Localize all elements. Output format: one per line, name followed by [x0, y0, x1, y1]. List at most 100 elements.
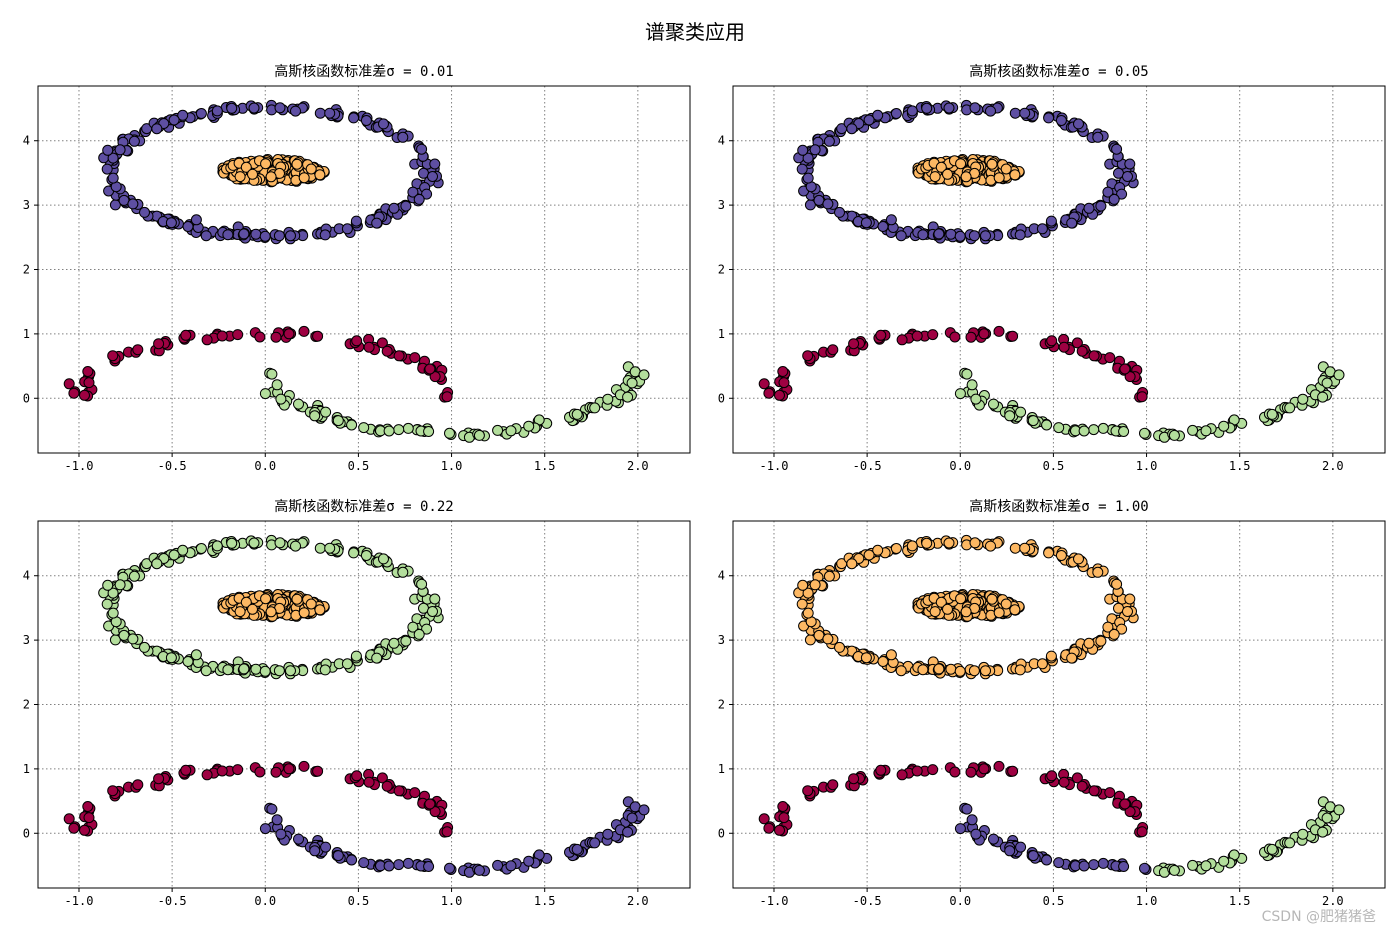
- scatter-point-outer-ring: [797, 144, 809, 156]
- scatter-point-upper-moon: [911, 765, 923, 777]
- scatter-point-upper-moon: [254, 331, 266, 343]
- scatter-point-upper-moon: [376, 772, 388, 784]
- scatter-point-lower-moon: [1078, 425, 1090, 437]
- axes-frame: [732, 85, 1386, 454]
- scatter-point-outer-ring: [151, 558, 163, 570]
- scatter-point-lower-moon: [622, 826, 634, 838]
- scatter-point-upper-moon: [83, 812, 95, 824]
- scatter-point-upper-moon: [441, 391, 453, 403]
- scatter-point-outer-ring: [190, 649, 202, 661]
- scatter-point-inner-blob: [929, 606, 941, 618]
- scatter-point-upper-moon: [429, 806, 441, 818]
- scatter-point-outer-ring: [388, 637, 400, 649]
- scatter-point-upper-moon: [132, 344, 144, 356]
- scatter-point-outer-ring: [980, 230, 991, 242]
- scatter-point-outer-ring: [429, 158, 441, 170]
- x-tick-label: 1.5: [534, 894, 556, 908]
- scatter-point-lower-moon: [275, 393, 287, 405]
- scatter-point-lower-moon: [961, 803, 973, 815]
- scatter-point-outer-ring: [1073, 118, 1084, 130]
- scatter-point-lower-moon: [266, 368, 278, 380]
- x-tick-label: 2.0: [627, 459, 649, 473]
- scatter-point-outer-ring: [195, 108, 207, 119]
- y-tick-label: 1: [718, 327, 725, 341]
- scatter-panel-sigma-0-01: 高斯核函数标准差σ = 0.01 -1.0 -0.5 0.0 0.5 1.0 1.5 2.0 0…: [23, 63, 691, 473]
- scatter-point-inner-blob: [305, 598, 317, 610]
- y-tick-label: 2: [718, 263, 725, 277]
- scatter-point-upper-moon: [1104, 787, 1116, 799]
- scatter-point-upper-moon: [965, 331, 977, 343]
- scatter-point-outer-ring: [1095, 200, 1107, 212]
- scatter-point-outer-ring: [378, 553, 389, 565]
- axes-frame: [732, 520, 1386, 889]
- scatter-point-inner-blob: [247, 168, 258, 180]
- subplot-title: 高斯核函数标准差σ = 0.05: [969, 63, 1148, 80]
- scatter-point-upper-moon: [875, 764, 887, 776]
- scatter-point-inner-blob: [986, 158, 998, 170]
- scatter-point-outer-ring: [885, 214, 897, 226]
- scatter-point-inner-blob: [993, 172, 1005, 184]
- scatter-point-lower-moon: [622, 391, 634, 403]
- scatter-point-outer-ring: [350, 650, 362, 662]
- x-tick-label: 1.5: [1229, 459, 1251, 473]
- scatter-point-upper-moon: [381, 345, 393, 357]
- scatter-point-lower-moon: [1218, 855, 1230, 867]
- y-tick-label: 0: [718, 826, 725, 840]
- scatter-point-upper-moon: [777, 366, 789, 377]
- scatter-point-upper-moon: [132, 779, 144, 791]
- scatter-point-outer-ring: [226, 537, 238, 549]
- x-tick-label: 1.0: [441, 894, 463, 908]
- scatter-point-lower-moon: [961, 368, 973, 380]
- scatter-point-outer-ring: [895, 665, 907, 677]
- scatter-point-outer-ring: [863, 114, 875, 126]
- scatter-point-outer-ring: [127, 633, 139, 645]
- x-tick-label: 2.0: [1322, 894, 1344, 908]
- scatter-point-outer-ring: [341, 223, 353, 235]
- y-tick-label: 4: [718, 569, 725, 583]
- scatter-point-outer-ring: [822, 198, 834, 210]
- scatter-point-upper-moon: [82, 801, 94, 812]
- scatter-point-upper-moon: [777, 801, 789, 812]
- scatter-point-outer-ring: [1043, 547, 1055, 559]
- scatter-point-outer-ring: [128, 135, 140, 147]
- scatter-point-outer-ring: [421, 623, 433, 635]
- scatter-point-lower-moon: [523, 855, 535, 867]
- scatter-point-outer-ring: [1055, 550, 1067, 561]
- scatter-point-upper-moon: [1007, 765, 1019, 777]
- scatter-point-lower-moon: [1321, 377, 1333, 389]
- scatter-point-inner-blob: [1000, 163, 1012, 175]
- scatter-point-outer-ring: [834, 641, 845, 653]
- scatter-point-outer-ring: [1122, 171, 1133, 182]
- scatter-point-inner-blob: [942, 168, 953, 180]
- scatter-point-outer-ring: [1083, 202, 1095, 214]
- scatter-point-outer-ring: [877, 656, 889, 667]
- scatter-point-outer-ring: [885, 649, 897, 661]
- scatter-point-lower-moon: [309, 410, 321, 422]
- scatter-point-upper-moon: [1119, 363, 1131, 375]
- scatter-point-lower-moon: [393, 424, 405, 436]
- scatter-point-outer-ring: [371, 217, 383, 229]
- scatter-point-upper-moon: [283, 328, 295, 340]
- scatter-point-outer-ring: [921, 537, 933, 549]
- scatter-point-outer-ring: [413, 628, 425, 640]
- x-tick-label: 0.0: [949, 459, 971, 473]
- scatter-point-lower-moon: [1041, 419, 1053, 431]
- scatter-point-lower-moon: [1053, 857, 1065, 869]
- scatter-point-inner-blob: [260, 593, 272, 605]
- scatter-point-upper-moon: [1046, 335, 1058, 347]
- scatter-point-outer-ring: [319, 229, 331, 241]
- scatter-point-lower-moon: [383, 425, 395, 437]
- scatter-point-upper-moon: [993, 760, 1005, 772]
- scatter-point-upper-moon: [802, 785, 814, 797]
- scatter-point-outer-ring: [182, 221, 194, 232]
- scatter-point-outer-ring: [1124, 593, 1136, 605]
- scatter-point-lower-moon: [346, 419, 358, 431]
- scatter-point-outer-ring: [114, 144, 126, 156]
- scatter-point-inner-blob: [929, 171, 941, 183]
- scatter-point-upper-moon: [283, 763, 295, 775]
- scatter-point-outer-ring: [195, 543, 207, 554]
- scatter-point-lower-moon: [638, 804, 650, 816]
- axes-frame: [37, 85, 691, 454]
- scatter-point-upper-moon: [232, 329, 244, 341]
- x-tick-label: 1.0: [441, 459, 463, 473]
